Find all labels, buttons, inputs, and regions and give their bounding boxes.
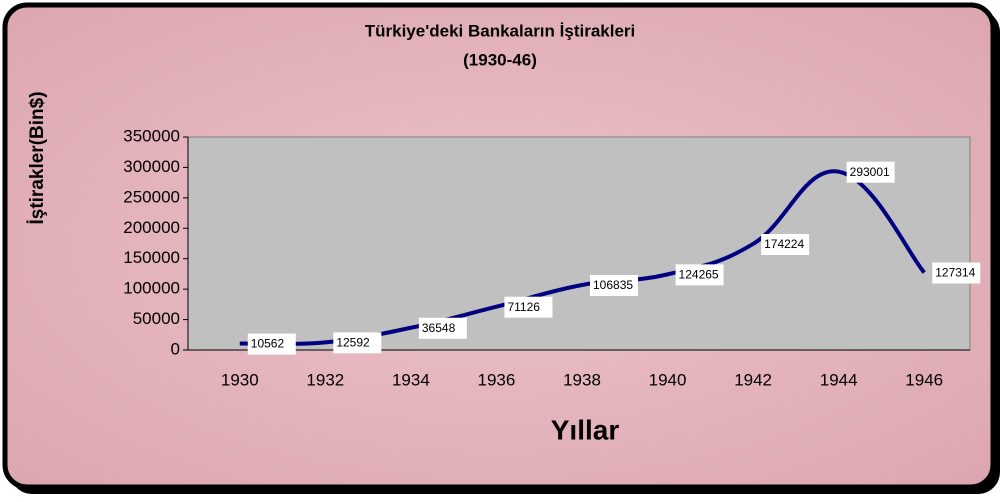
data-label-box xyxy=(418,317,467,339)
y-tick-label: 200000 xyxy=(123,218,180,237)
y-tick-label: 50000 xyxy=(133,309,180,328)
data-label-box xyxy=(333,332,382,354)
data-label-box xyxy=(932,262,981,284)
data-label-box xyxy=(247,333,296,355)
y-tick-label: 300000 xyxy=(123,157,180,176)
x-tick-label: 1946 xyxy=(905,370,943,389)
x-tick-label: 1940 xyxy=(649,370,687,389)
data-label-box xyxy=(675,264,724,286)
y-tick-label: 350000 xyxy=(123,126,180,145)
data-label-box xyxy=(504,296,553,318)
chart-title: Türkiye'deki Bankaların İştirakleri xyxy=(365,21,636,40)
x-tick-label: 1934 xyxy=(392,370,430,389)
data-label: 127314 xyxy=(935,266,975,280)
y-tick-label: 0 xyxy=(171,339,180,358)
data-label: 106835 xyxy=(593,278,633,292)
data-label: 124265 xyxy=(679,268,719,282)
data-label: 10562 xyxy=(251,337,285,351)
data-label: 71126 xyxy=(507,300,540,314)
data-label-box xyxy=(590,274,638,296)
y-axis-label: İştirakler(Bin$) xyxy=(27,91,48,224)
data-label-box xyxy=(846,161,895,183)
x-tick-label: 1930 xyxy=(221,370,259,389)
data-label: 12592 xyxy=(336,336,370,350)
y-tick-label: 150000 xyxy=(123,248,180,267)
data-label-box xyxy=(761,233,810,255)
data-label: 174224 xyxy=(764,237,804,251)
x-tick-label: 1942 xyxy=(734,370,772,389)
y-tick-label: 250000 xyxy=(123,187,180,206)
x-tick-label: 1932 xyxy=(306,370,344,389)
data-label: 293001 xyxy=(850,165,890,179)
data-label: 36548 xyxy=(422,321,456,335)
x-tick-label: 1936 xyxy=(478,370,516,389)
x-tick-label: 1938 xyxy=(563,370,601,389)
x-axis-label: Yıllar xyxy=(551,414,620,445)
y-tick-label: 100000 xyxy=(123,279,180,298)
chart-subtitle: (1930-46) xyxy=(463,50,537,69)
x-tick-label: 1944 xyxy=(820,370,858,389)
